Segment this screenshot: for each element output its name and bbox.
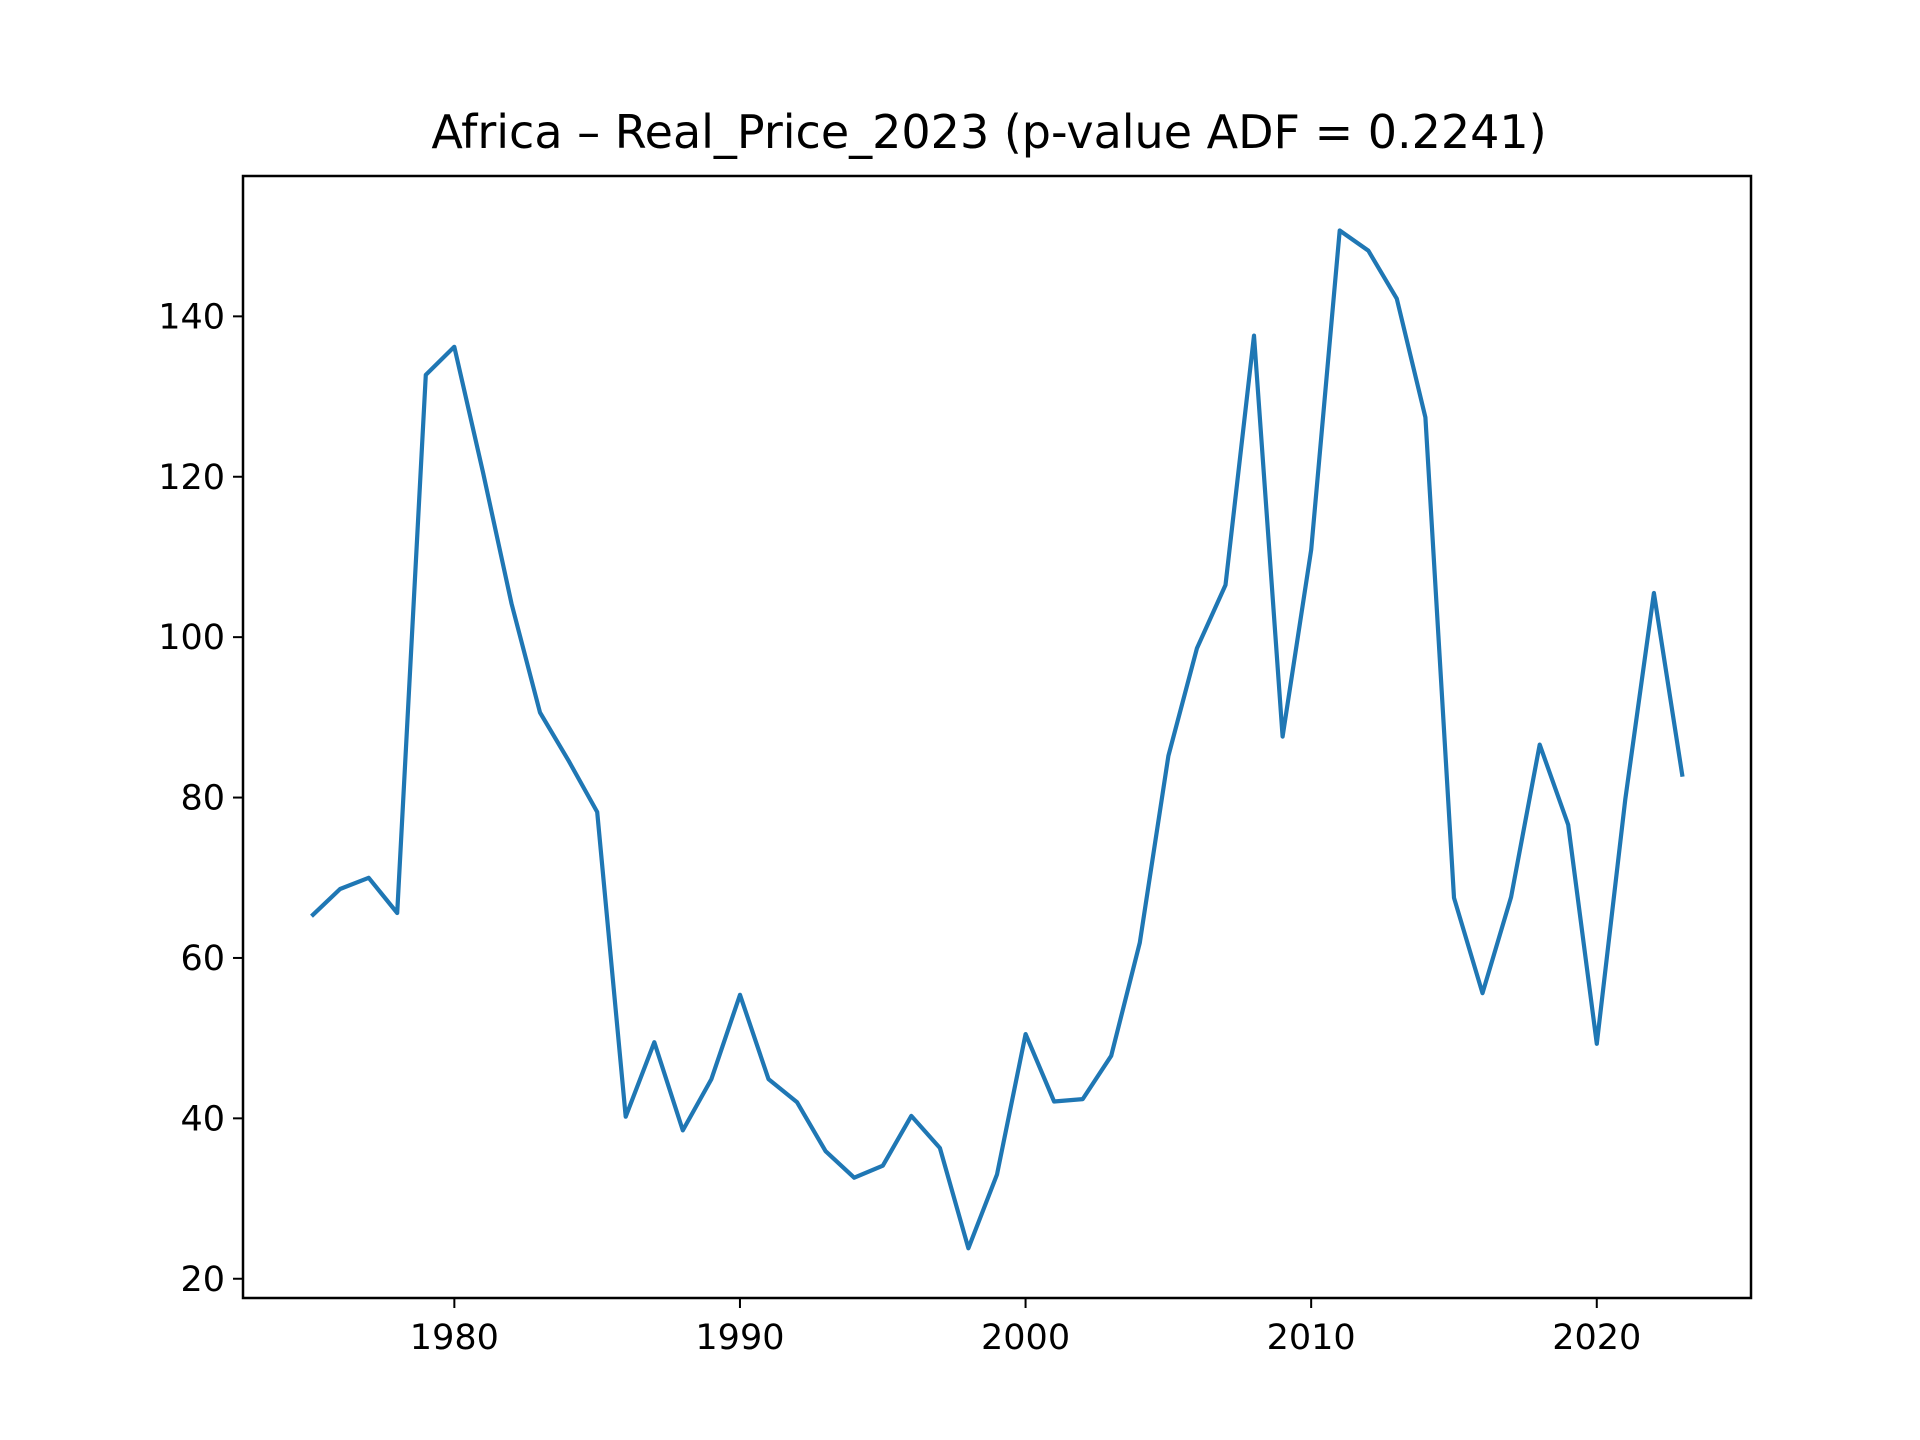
y-tick-label: 100 <box>158 618 225 658</box>
y-tick-label: 60 <box>180 939 225 979</box>
x-tick-label: 1990 <box>695 1318 784 1358</box>
series-line-0 <box>310 228 1685 1251</box>
y-tick-label: 120 <box>158 458 225 498</box>
x-tick-label: 2020 <box>1552 1318 1641 1358</box>
series-layer <box>310 228 1685 1251</box>
chart-title: Africa – Real_Price_2023 (p-value ADF = … <box>431 105 1546 159</box>
x-axis: 1980 1990 2000 2010 2020 <box>410 1298 1641 1358</box>
y-axis: 20 40 60 80 100 120 140 <box>158 297 243 1300</box>
y-tick-label: 140 <box>158 297 225 337</box>
y-tick-label: 20 <box>180 1260 225 1300</box>
y-tick-label: 80 <box>180 779 225 819</box>
plot-frame <box>241 174 1753 1300</box>
x-tick-label: 2010 <box>1267 1318 1356 1358</box>
y-tick-label: 40 <box>180 1099 225 1139</box>
x-tick-label: 2000 <box>981 1318 1070 1358</box>
x-tick-label: 1980 <box>410 1318 499 1358</box>
